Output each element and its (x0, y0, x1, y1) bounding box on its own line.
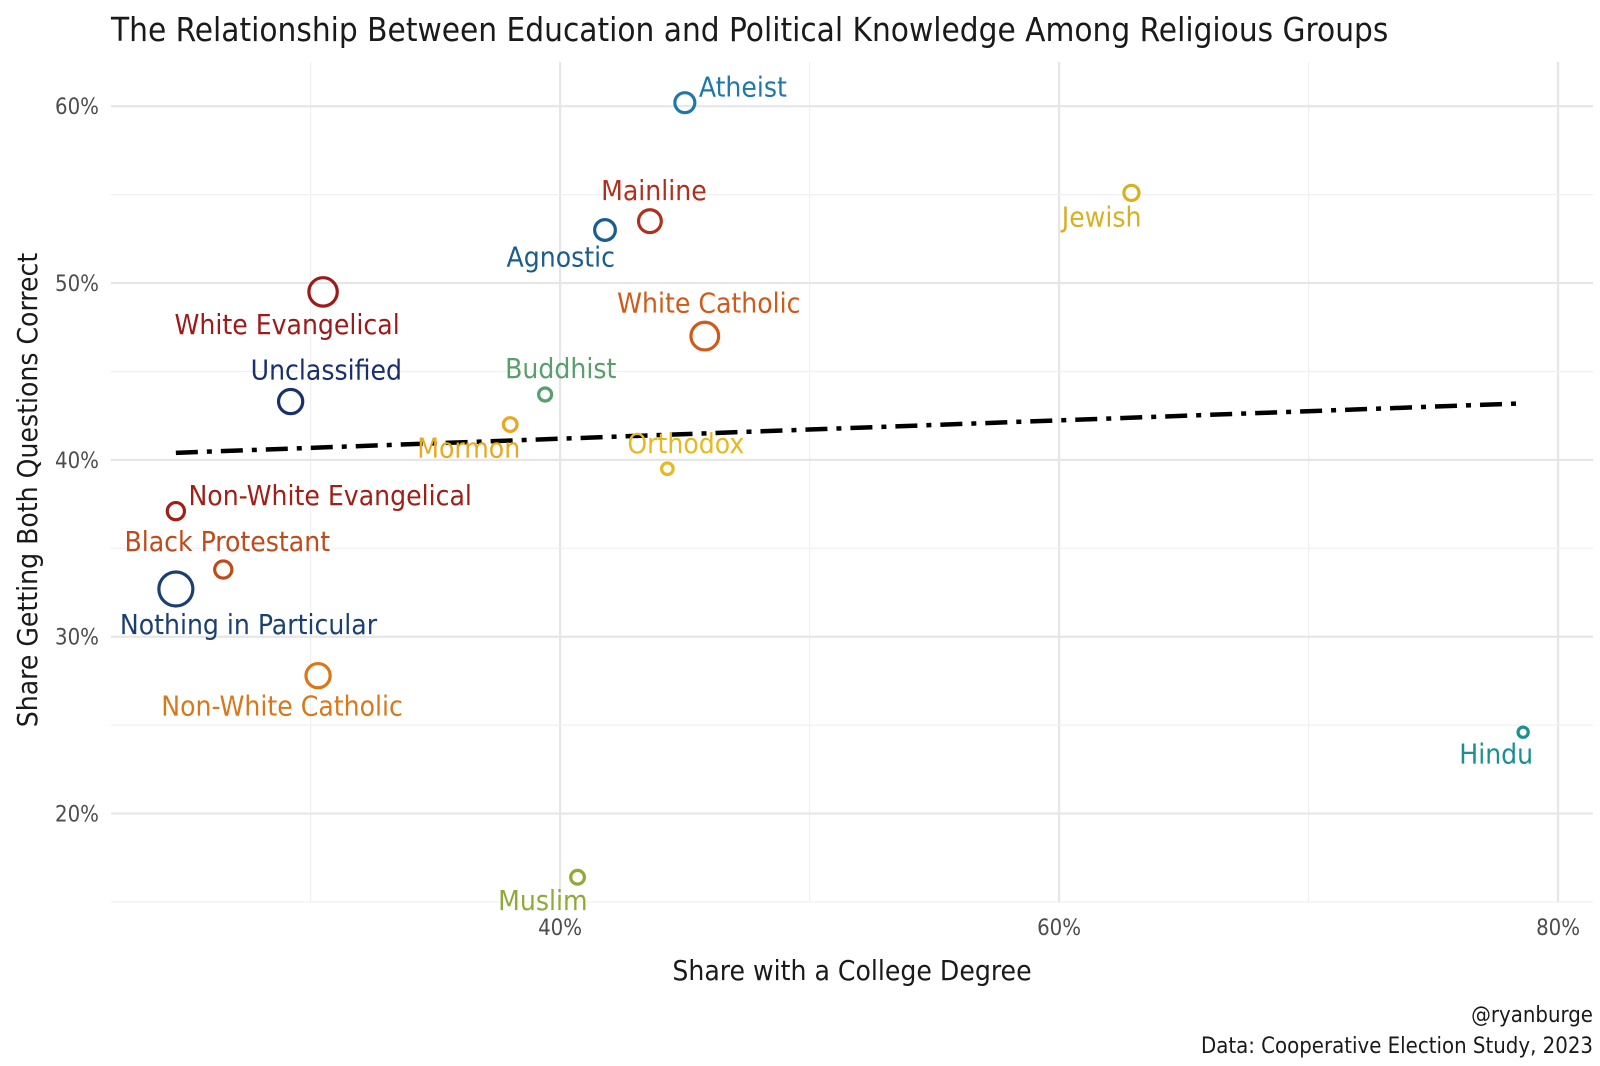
label-agnostic: Agnostic (507, 240, 615, 273)
label-non-white-catholic: Non-White Catholic (161, 690, 403, 723)
y-tick-label: 30% (55, 626, 99, 651)
point-buddhist (537, 386, 554, 403)
label-mormon: Mormon (417, 431, 520, 464)
point-muslim (569, 868, 587, 886)
chart-title: The Relationship Between Education and P… (110, 10, 1388, 49)
label-atheist: Atheist (699, 71, 787, 104)
point-white-evangelical (307, 276, 339, 308)
data-points (157, 91, 1530, 886)
label-orthodox: Orthodox (627, 427, 744, 460)
point-non-white-evangelical (165, 500, 187, 522)
point-unclassified (276, 387, 305, 416)
y-tick-label: 20% (55, 803, 99, 828)
label-muslim: Muslim (498, 884, 587, 917)
label-white-catholic: White Catholic (617, 286, 800, 319)
point-jewish (1122, 183, 1141, 203)
label-mainline: Mainline (601, 174, 707, 207)
point-black-protestant (213, 559, 234, 580)
point-atheist (673, 91, 697, 115)
caption-source: Data: Cooperative Election Study, 2023 (1201, 1034, 1593, 1059)
trend-line (175, 401, 1524, 456)
label-unclassified: Unclassified (251, 353, 402, 386)
trend-line-group (175, 401, 1524, 456)
point-agnostic (593, 218, 617, 242)
point-nothing-in-particular (157, 570, 195, 608)
caption-author: @ryanburge (1471, 1003, 1593, 1028)
label-nothing-in-particular: Nothing in Particular (120, 608, 378, 641)
label-white-evangelical: White Evangelical (174, 308, 399, 341)
point-hindu (1516, 725, 1530, 739)
grid-lines (111, 62, 1593, 903)
y-tick-label: 60% (55, 95, 99, 120)
label-black-protestant: Black Protestant (124, 525, 330, 558)
x-tick-label: 80% (1536, 916, 1580, 941)
x-axis-ticks: 40% 60% 80% (538, 916, 1580, 941)
point-labels: Atheist Mainline Agnostic Jewish White Evang… (120, 71, 1533, 917)
point-non-white-catholic (304, 661, 332, 690)
y-tick-label: 50% (55, 272, 99, 297)
point-mainline (636, 208, 663, 235)
label-jewish: Jewish (1060, 200, 1142, 233)
y-axis-title: Share Getting Both Questions Correct (11, 253, 44, 728)
point-orthodox (659, 461, 675, 477)
label-non-white-evangelical: Non-White Evangelical (188, 479, 471, 512)
point-mormon (501, 416, 519, 433)
y-tick-label: 40% (55, 449, 99, 474)
x-axis-title: Share with a College Degree (672, 954, 1031, 987)
y-axis-ticks: 20% 30% 40% 50% 60% (55, 95, 99, 827)
x-tick-label: 60% (1037, 916, 1081, 941)
x-tick-label: 40% (538, 916, 582, 941)
label-hindu: Hindu (1459, 737, 1533, 770)
label-buddhist: Buddhist (505, 352, 616, 385)
point-white-catholic (689, 320, 721, 352)
